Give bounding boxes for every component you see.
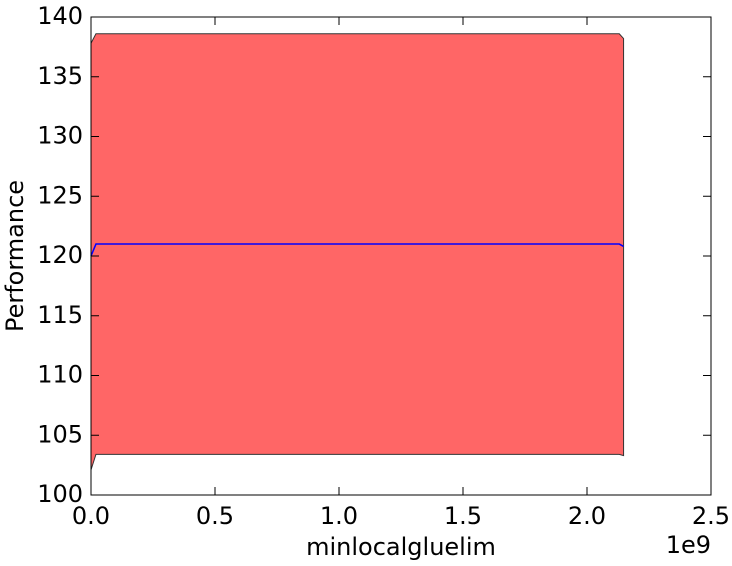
y-tick-label: 135 [37,62,83,90]
x-tick-label: 0.0 [72,502,110,530]
y-tick-label: 115 [37,301,83,329]
y-tick-label: 120 [37,241,83,269]
x-tick-label: 1.0 [320,502,358,530]
y-tick-label: 110 [37,361,83,389]
x-tick-label: 2.5 [692,502,730,530]
x-offset-label: 1e9 [666,531,711,559]
line [90,243,624,257]
x-tick-label: 2.0 [568,502,606,530]
y-tick-label: 130 [37,122,83,150]
y-tick-label: 140 [37,2,83,30]
y-tick-label: 100 [37,480,83,508]
x-tick-label: 1.5 [444,502,482,530]
y-tick-label: 125 [37,181,83,209]
x-axis-label: minlocalgluelim [306,533,496,561]
y-tick-label: 105 [37,420,83,448]
y-axis-label: Performance [1,180,29,332]
x-tick-label: 0.5 [196,502,234,530]
band [90,33,625,471]
